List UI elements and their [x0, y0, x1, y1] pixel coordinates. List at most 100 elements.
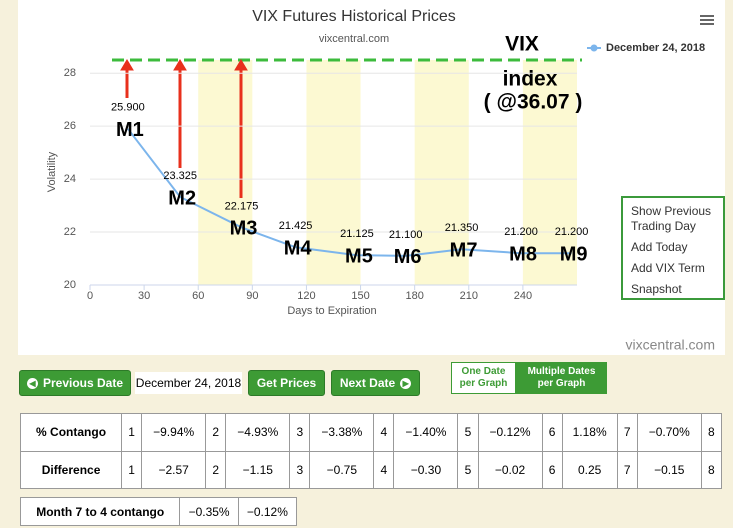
- data-label: 21.125: [340, 228, 374, 240]
- cell: −9.94%: [141, 413, 207, 452]
- menu-icon[interactable]: [700, 15, 714, 25]
- label: Next Date: [339, 376, 396, 390]
- get-prices-button[interactable]: Get Prices: [248, 370, 325, 396]
- cell: −2.57: [141, 450, 207, 489]
- menu-item[interactable]: Add VIX Term: [631, 261, 705, 275]
- data-label: 23.325: [163, 170, 197, 182]
- cell: 4: [373, 413, 395, 452]
- data-label: 22.175: [225, 200, 259, 212]
- label: Get Prices: [256, 376, 317, 390]
- next-button[interactable]: Next Date ▶: [331, 370, 420, 396]
- arrow-head: [173, 59, 187, 71]
- cell: % Contango: [19, 413, 123, 452]
- legend-swatch-dot: [590, 44, 598, 52]
- arrow-head: [120, 59, 134, 71]
- x-axis-title: Days to Expiration: [287, 305, 376, 317]
- cell: 5: [457, 450, 479, 489]
- credit: vixcentral.com: [626, 337, 715, 353]
- point-label: M5: [345, 246, 373, 268]
- cell: 4: [373, 450, 395, 489]
- cell: 6: [541, 413, 563, 452]
- menu-icon-bar: [700, 15, 714, 17]
- cell: 1: [121, 413, 143, 452]
- cell: 1: [121, 450, 143, 489]
- multiple-dates-toggle[interactable]: Multiple Dates per Graph: [516, 362, 607, 394]
- point-label: M3: [230, 218, 258, 240]
- y-axis-title: Volatility: [46, 151, 58, 192]
- x-tick-label: 60: [192, 290, 204, 302]
- row: Month 7 to 4 contango −0.35% −0.12%: [19, 497, 298, 526]
- y-tick-label: 24: [64, 173, 76, 185]
- cell: −1.15: [225, 450, 291, 489]
- chart: VIX Futures Historical Prices vixcentral…: [46, 8, 715, 353]
- cell: 6: [541, 450, 563, 489]
- cell: −0.02: [477, 450, 543, 489]
- cell: −0.12%: [477, 413, 543, 452]
- icon: ▶: [400, 377, 412, 389]
- y-tick-label: 28: [64, 67, 76, 79]
- y-tick-label: 20: [64, 279, 76, 291]
- cell: −1.40%: [393, 413, 459, 452]
- point-label: M1: [116, 119, 144, 141]
- x-tick-label: 180: [405, 290, 423, 302]
- annotation: ( @36.07 ): [484, 91, 583, 114]
- data-label: 21.100: [389, 229, 423, 241]
- point-label: M8: [509, 244, 537, 266]
- point-label: M6: [394, 246, 422, 268]
- x-tick-label: 120: [297, 290, 315, 302]
- chart-panel: VIX Futures Historical Prices vixcentral…: [18, 0, 725, 355]
- menu-icon-bar: [700, 19, 714, 21]
- cell: −0.30: [393, 450, 459, 489]
- band: [306, 60, 361, 285]
- data-label: 21.350: [445, 222, 479, 234]
- cell: 5: [457, 413, 479, 452]
- legend-label: December 24, 2018: [606, 42, 705, 54]
- data-label: 21.200: [504, 226, 538, 238]
- previous-button[interactable]: ◀ Previous Date: [19, 370, 131, 396]
- menu-item[interactable]: Show Previous Trading Day: [631, 204, 712, 233]
- row: % Contango 1 −9.94% 2 −4.93% 3 −3.38% 4 −1.40% 5−…: [19, 413, 723, 452]
- contango-table: % Contango 1 −9.94% 2 −4.93% 3 −3.38% 4 −1.40% 5−…: [19, 413, 723, 489]
- cell: 0.25: [561, 450, 618, 489]
- menu-item[interactable]: Snapshot: [631, 282, 682, 296]
- date-input[interactable]: December 24, 2018: [135, 372, 242, 394]
- data-label: 21.425: [279, 220, 313, 232]
- x-tick-label: 150: [351, 290, 369, 302]
- cell: 7: [616, 450, 638, 489]
- cell: −0.70%: [636, 413, 702, 452]
- cell: 8: [700, 450, 723, 489]
- band: [414, 60, 469, 285]
- menu-icon-bar: [700, 23, 714, 25]
- cell: −0.15: [636, 450, 702, 489]
- chart-title: VIX Futures Historical Prices: [252, 8, 456, 25]
- cell: 7: [616, 413, 638, 452]
- arrow-head: [234, 59, 248, 71]
- x-tick-label: 0: [87, 290, 93, 302]
- context-menu: Show Previous Trading Day Add Today Add …: [621, 196, 725, 300]
- band: [522, 60, 577, 285]
- cell: −0.75: [309, 450, 375, 489]
- cell: 1.18%: [561, 413, 618, 452]
- line: [127, 128, 572, 257]
- arrows: [120, 59, 248, 198]
- y-tick-label: 22: [64, 226, 76, 238]
- cell: −0.12%: [237, 497, 298, 526]
- label: Previous Date: [42, 376, 124, 390]
- point-label: M9: [560, 244, 588, 266]
- point-label: M7: [450, 240, 478, 262]
- x-tick-label: 240: [514, 290, 532, 302]
- cell: 3: [289, 450, 311, 489]
- cell: 2: [205, 450, 227, 489]
- x-tick-label: 90: [246, 290, 258, 302]
- point-label: M4: [284, 238, 313, 260]
- cell: 8: [700, 413, 723, 452]
- chart-subtitle: vixcentral.com: [319, 33, 389, 45]
- menu-item[interactable]: Add Today: [631, 240, 688, 254]
- cell: −4.93%: [225, 413, 291, 452]
- one-date-toggle[interactable]: One Date per Graph: [451, 362, 516, 394]
- cell: Difference: [19, 450, 123, 489]
- cell: −0.35%: [179, 497, 239, 526]
- cell: 2: [205, 413, 227, 452]
- cell: 3: [289, 413, 311, 452]
